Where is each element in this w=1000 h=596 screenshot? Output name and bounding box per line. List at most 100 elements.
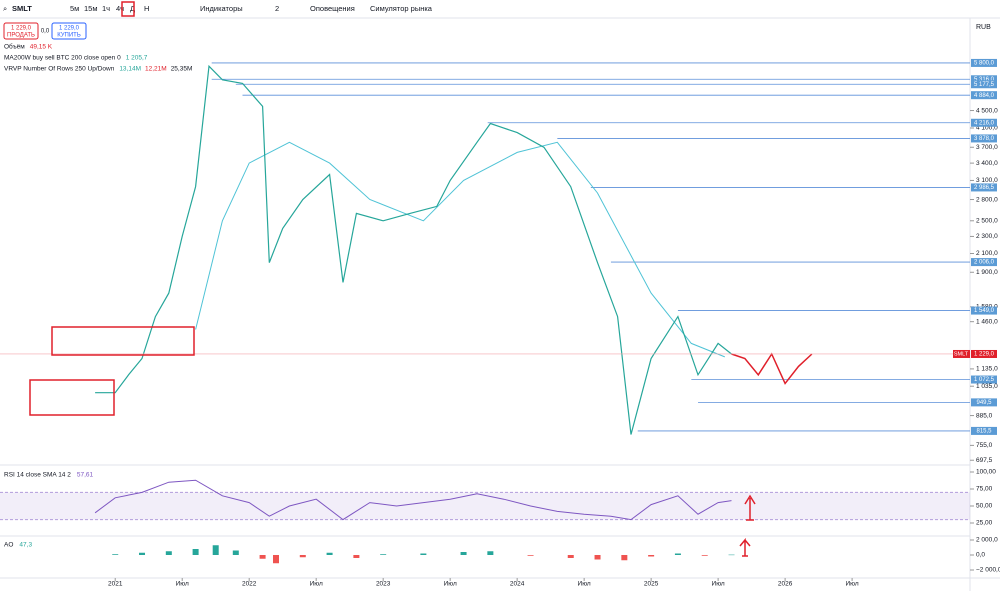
interval-button[interactable]: 1ч	[102, 4, 110, 13]
interval-highlight	[121, 1, 135, 17]
y-tick-label: 2 100,0	[976, 250, 998, 257]
symbol[interactable]: SMLT	[12, 4, 32, 13]
level-label: 3 878,0	[974, 136, 995, 142]
level-tag	[971, 58, 997, 67]
level-label: 5 316,0	[974, 77, 995, 83]
y-tick-label: 2 500,0	[976, 218, 998, 225]
x-tick-label: 2025	[644, 581, 659, 588]
interval-button[interactable]: 4ч	[116, 4, 124, 13]
x-tick-label: Июл	[310, 581, 323, 588]
x-tick-label: 2023	[376, 581, 391, 588]
legend-name: MA200W buy sell BTC 200 close open 0	[4, 55, 121, 62]
level-tag	[971, 258, 997, 267]
ao-bar	[326, 552, 333, 555]
level-label: 5 800,0	[974, 61, 995, 67]
y-tick-label: 2 300,0	[976, 233, 998, 240]
x-tick-label: 2026	[778, 581, 793, 588]
level-label: 949,5	[976, 400, 992, 406]
level-label: 5 177,5	[974, 82, 995, 88]
y-tick-label: 3 700,0	[976, 144, 998, 151]
ao-tick-label: −2 000,0	[976, 567, 1000, 574]
sell-button[interactable]	[3, 22, 39, 40]
price-line	[95, 64, 732, 435]
y-tick-label: 1 900,0	[976, 269, 998, 276]
indicators-button[interactable]: Индикаторы	[200, 4, 243, 13]
ao-bar	[648, 555, 655, 557]
interval-button[interactable]: 5м	[70, 4, 79, 13]
y-tick-label: 3 400,0	[976, 160, 998, 167]
ao-bar	[212, 545, 219, 555]
search-icon[interactable]: ⌕	[3, 4, 7, 13]
interval-button[interactable]: Д	[130, 4, 135, 13]
y-tick-label: 1 135,0	[976, 366, 998, 373]
layouts-button[interactable]: 2	[275, 4, 279, 13]
ao-bar	[380, 554, 387, 555]
currency: RUB	[976, 24, 991, 31]
replay-button[interactable]: Симулятор рынка	[370, 4, 433, 13]
ao-tick-label: 0,0	[976, 552, 985, 559]
ao-bar	[192, 549, 199, 555]
interval-button[interactable]: Н	[144, 4, 149, 13]
y-tick-label: 1 035,0	[976, 383, 998, 390]
rsi-value: 57,61	[77, 472, 94, 479]
level-tag	[971, 75, 997, 84]
y-tick-label: 4 100,0	[976, 125, 998, 132]
rsi-title: RSI 14 close SMA 14 2	[4, 472, 71, 479]
legend-value: 12,21M	[145, 66, 167, 73]
ao-bar	[112, 554, 119, 555]
legend-value: 25,35M	[171, 66, 193, 73]
level-tag	[971, 375, 997, 384]
legend-name: Объём	[4, 43, 25, 51]
buy-button[interactable]	[51, 22, 87, 40]
y-tick-label: 885,0	[976, 412, 993, 419]
legend-value: 49,15 K	[30, 44, 53, 51]
symbol-tag	[953, 349, 970, 358]
level-label: 4 884,0	[974, 93, 995, 99]
ao-bar	[674, 553, 681, 555]
buy-label: КУПИТЬ	[57, 33, 81, 39]
annotation-arrow	[744, 494, 756, 521]
x-tick-label: Июл	[176, 581, 189, 588]
y-tick-label: 4 500,0	[976, 107, 998, 114]
level-tag	[971, 134, 997, 143]
legend-value: 13,14M	[119, 66, 141, 73]
spread: 0,0	[41, 29, 50, 35]
level-label: 1 549,0	[974, 308, 995, 314]
ao-bar	[272, 555, 279, 564]
ao-bar	[232, 550, 239, 555]
ao-value: 47,3	[19, 542, 32, 549]
y-tick-label: 3 100,0	[976, 177, 998, 184]
rsi-band	[0, 492, 970, 520]
ao-bar	[259, 555, 266, 559]
level-tag	[971, 398, 997, 407]
x-tick-label: Июл	[845, 581, 858, 588]
rsi-tick-label: 25,00	[976, 520, 993, 527]
level-tag	[971, 91, 997, 100]
last-price-tag	[971, 349, 997, 358]
ao-bar	[621, 555, 628, 561]
y-tick-label: 697,5	[976, 457, 993, 464]
x-tick-label: Июл	[578, 581, 591, 588]
ma-line	[195, 141, 725, 358]
interval-button[interactable]: 15м	[84, 4, 98, 13]
ao-tick-label: 2 000,0	[976, 537, 998, 544]
level-label: 4 216,0	[974, 120, 995, 126]
ao-bar	[567, 555, 574, 558]
alerts-button[interactable]: Оповещения	[310, 4, 355, 13]
ao-bar	[353, 555, 360, 558]
ao-bar	[527, 555, 534, 556]
rsi-tick-label: 100,00	[976, 469, 996, 476]
ao-bar	[594, 555, 601, 560]
toolbar-bg	[0, 0, 1000, 18]
ao-bar	[139, 552, 146, 555]
level-label: 2 006,0	[974, 260, 995, 266]
level-tag	[971, 183, 997, 192]
ao-bar	[487, 551, 494, 555]
last-price-label: 1 229,0	[974, 352, 995, 358]
level-tag	[971, 426, 997, 435]
rsi-tick-label: 50,00	[976, 503, 993, 510]
ao-bar	[299, 555, 306, 558]
ao-bar	[701, 555, 708, 556]
